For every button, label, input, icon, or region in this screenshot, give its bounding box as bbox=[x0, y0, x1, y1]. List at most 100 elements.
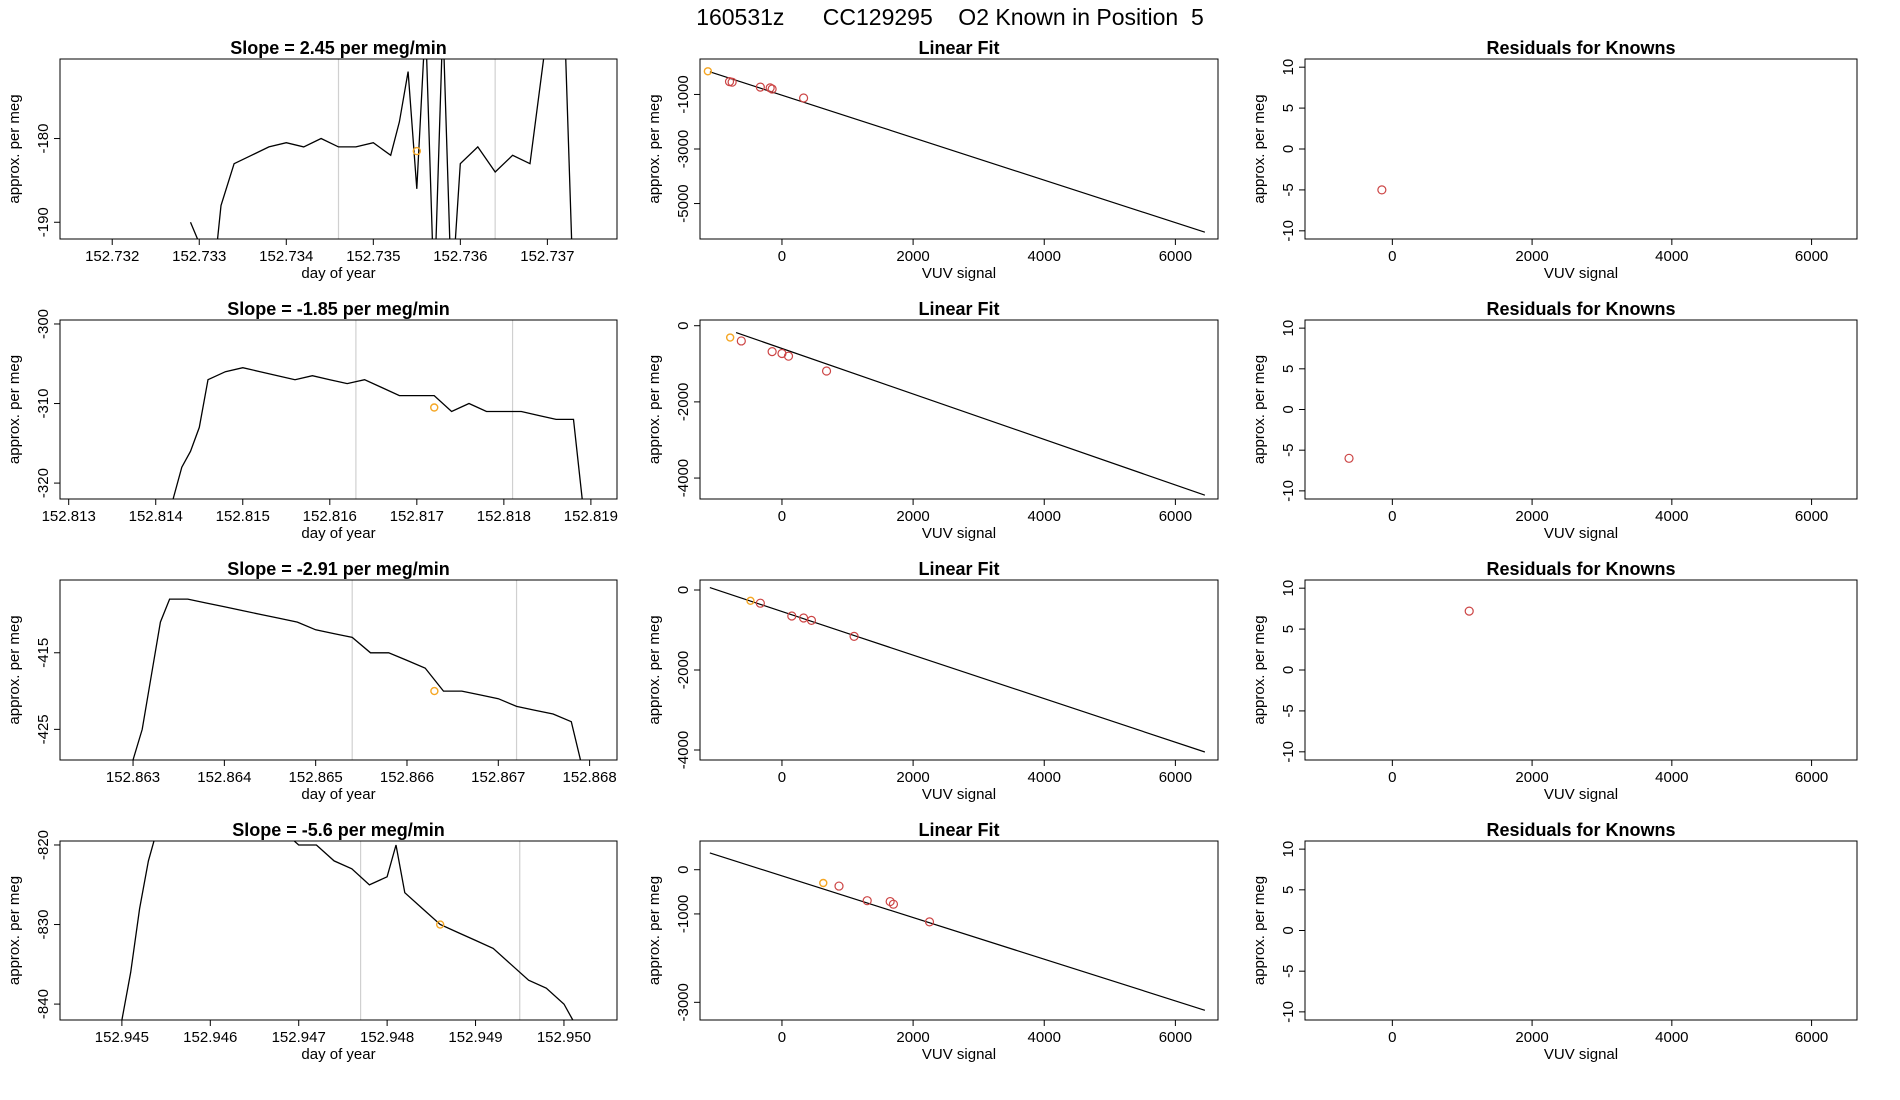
series-line bbox=[121, 841, 574, 1020]
highlight-point bbox=[746, 596, 755, 605]
data-point bbox=[767, 347, 777, 357]
x-tick-label: 6000 bbox=[1795, 508, 1828, 525]
y-tick-label: -4000 bbox=[675, 731, 692, 769]
series-line bbox=[172, 367, 583, 499]
data-point bbox=[798, 93, 809, 103]
x-tick-label: 0 bbox=[1388, 508, 1396, 525]
x-tick-label: 6000 bbox=[1159, 769, 1192, 786]
y-tick-label: -4000 bbox=[675, 459, 692, 497]
panel-r4-ts: Slope = -5.6 per meg/min 152.945 152.946 15… bbox=[6, 820, 618, 1063]
x-tick-label: 0 bbox=[1388, 769, 1396, 786]
plot-frame bbox=[699, 319, 1219, 500]
data-point bbox=[806, 615, 817, 626]
y-tick-label: -1000 bbox=[675, 895, 692, 933]
fit-line bbox=[709, 71, 1206, 233]
panel-title: Slope = 2.45 per meg/min bbox=[230, 38, 447, 58]
data-point bbox=[767, 84, 777, 94]
fit-line bbox=[709, 852, 1206, 1011]
y-axis-label: approx. per meg bbox=[646, 94, 663, 203]
y-axis-label: approx. per meg bbox=[6, 615, 23, 724]
x-tick-label: 2000 bbox=[1515, 508, 1548, 525]
y-axis-label: approx. per meg bbox=[6, 876, 23, 985]
y-tick-label: 5 bbox=[1280, 104, 1297, 112]
y-tick-label: -830 bbox=[35, 910, 52, 940]
data-point bbox=[924, 917, 935, 927]
y-tick-label: -190 bbox=[35, 207, 52, 237]
panel-r3-ts: Slope = -2.91 per meg/min 152.863 152.864 1… bbox=[6, 559, 618, 803]
x-tick-label: 152.867 bbox=[471, 769, 525, 786]
panel-r1-ts: Slope = 2.45 per meg/min 152.732 152.733 15… bbox=[6, 38, 618, 282]
plot-area bbox=[725, 332, 1206, 496]
x-tick-label: 152.947 bbox=[272, 1029, 326, 1046]
data-point bbox=[736, 336, 746, 346]
y-axis-label: approx. per meg bbox=[1251, 615, 1268, 724]
plot-frame bbox=[59, 58, 618, 240]
y-tick-label: -10 bbox=[1280, 741, 1297, 763]
x-tick-label: 152.865 bbox=[289, 769, 343, 786]
x-tick-label: 152.864 bbox=[197, 769, 251, 786]
y-tick-label: -1000 bbox=[675, 75, 692, 113]
plot-area bbox=[1464, 606, 1474, 616]
plot-frame bbox=[699, 840, 1219, 1021]
y-tick-label: -425 bbox=[35, 714, 52, 744]
y-tick-label: -10 bbox=[1280, 220, 1297, 242]
y-tick-label: -300 bbox=[35, 309, 52, 339]
x-tick-label: 0 bbox=[778, 769, 786, 786]
y-axis-label: approx. per meg bbox=[646, 355, 663, 464]
x-tick-label: 152.817 bbox=[390, 508, 444, 525]
data-point bbox=[783, 351, 794, 361]
x-axis-label: day of year bbox=[301, 786, 375, 803]
x-tick-label: 152.733 bbox=[172, 248, 226, 265]
plot-area bbox=[132, 598, 582, 760]
x-tick-label: 152.734 bbox=[259, 248, 313, 265]
y-tick-label: -820 bbox=[35, 830, 52, 860]
x-axis-label: day of year bbox=[301, 525, 375, 542]
y-axis-label: approx. per meg bbox=[646, 876, 663, 985]
x-tick-label: 2000 bbox=[1515, 248, 1548, 265]
highlight-point bbox=[435, 920, 445, 929]
panel-r1-fit: Linear Fit 0 2000 4000 6000 -5000 -3000 -1000 VU… bbox=[646, 38, 1219, 282]
x-axis-label: VUV signal bbox=[1544, 786, 1618, 803]
panel-title: Slope = -2.91 per meg/min bbox=[227, 559, 450, 579]
plot-frame bbox=[1304, 58, 1858, 240]
panel-title: Slope = -5.6 per meg/min bbox=[232, 820, 445, 840]
x-tick-label: 4000 bbox=[1655, 1029, 1688, 1046]
x-tick-label: 152.868 bbox=[562, 769, 616, 786]
x-tick-label: 4000 bbox=[1028, 508, 1061, 525]
x-tick-label: 152.945 bbox=[95, 1029, 149, 1046]
y-tick-label: -10 bbox=[1280, 480, 1297, 502]
x-tick-label: 152.816 bbox=[303, 508, 357, 525]
y-tick-label: 0 bbox=[675, 866, 692, 874]
y-tick-label: 0 bbox=[1280, 926, 1297, 934]
panel-title: Linear Fit bbox=[918, 38, 999, 58]
data-point bbox=[1464, 606, 1474, 616]
panel-title: Residuals for Knowns bbox=[1486, 820, 1675, 840]
x-tick-label: 6000 bbox=[1795, 1029, 1828, 1046]
x-tick-label: 2000 bbox=[896, 508, 929, 525]
x-tick-label: 0 bbox=[778, 248, 786, 265]
y-axis-label: approx. per meg bbox=[6, 94, 23, 203]
x-tick-label: 0 bbox=[1388, 248, 1396, 265]
panel-title: Residuals for Knowns bbox=[1486, 559, 1675, 579]
x-axis-label: VUV signal bbox=[1544, 265, 1618, 282]
plot-area bbox=[709, 852, 1206, 1011]
data-point bbox=[821, 366, 832, 376]
x-tick-label: 0 bbox=[778, 1029, 786, 1046]
series-line bbox=[132, 598, 582, 760]
y-tick-label: -5 bbox=[1280, 704, 1297, 717]
x-tick-label: 2000 bbox=[896, 1029, 929, 1046]
data-point bbox=[765, 83, 775, 93]
y-axis-label: approx. per meg bbox=[6, 355, 23, 464]
x-tick-label: 6000 bbox=[1159, 248, 1192, 265]
x-tick-label: 152.946 bbox=[183, 1029, 237, 1046]
x-tick-label: 2000 bbox=[1515, 1029, 1548, 1046]
highlight-point bbox=[430, 686, 439, 696]
panel-r1-res: Residuals for Knowns 0 2000 4000 6000 -10 -5 0 5… bbox=[1251, 38, 1858, 282]
y-tick-label: 10 bbox=[1280, 841, 1297, 858]
y-tick-label: 10 bbox=[1280, 320, 1297, 337]
x-tick-label: 6000 bbox=[1795, 248, 1828, 265]
x-tick-label: 6000 bbox=[1159, 508, 1192, 525]
plot-area bbox=[189, 59, 573, 239]
y-tick-label: 10 bbox=[1280, 59, 1297, 76]
data-point bbox=[1377, 185, 1387, 195]
